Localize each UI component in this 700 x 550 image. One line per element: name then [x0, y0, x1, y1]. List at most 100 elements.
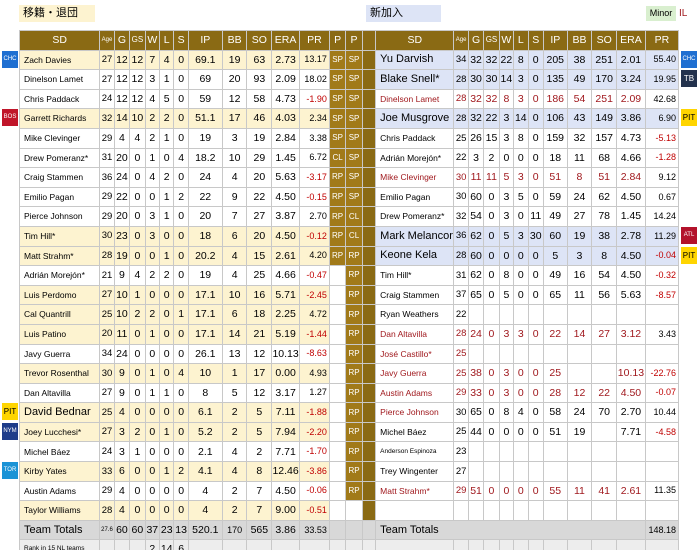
rank-cell	[527, 539, 544, 550]
left-name-cell: Dinelson Lamet	[18, 69, 101, 90]
left-name-cell: Chris Paddack	[18, 88, 101, 110]
left-age-cell: 31	[99, 147, 115, 169]
left-pr-cell: -8.63	[298, 343, 330, 365]
right-pr-cell: 14.24	[644, 206, 680, 227]
right-so-cell: 251	[591, 88, 618, 110]
table-row[interactable]: David Bednar 25 4 0 0 0 0 6.1 2 5 7.11 -1.88 RP Pierc…	[18, 402, 680, 423]
left-gs-cell: 0	[129, 480, 146, 502]
right-name-cell	[375, 500, 455, 521]
left-age-cell: 30	[99, 225, 115, 247]
left-g-cell: 9	[113, 363, 131, 384]
left-ip-cell: 20	[187, 206, 223, 227]
right-so-cell: 22	[591, 382, 618, 404]
left-so-cell: 19	[246, 127, 273, 149]
table-row[interactable]: Michel Báez 24 3 1 0 0 0 2.1 4 2 7.71 -1.70 RP Anders…	[18, 441, 680, 463]
right-l-cell: 0	[513, 480, 529, 502]
left-position-cell: SP	[328, 127, 347, 149]
left-pr-cell: 4.20	[298, 245, 330, 267]
left-bb-cell: 9	[221, 186, 248, 208]
table-row[interactable]: Kirby Yates 33 6 0 0 1 2 4.1 4 8 12.46 -3.86 RP Trey …	[18, 461, 680, 482]
right-ip-cell	[542, 500, 568, 521]
left-g-cell: 10	[113, 304, 131, 325]
right-era-cell: 3.86	[616, 108, 646, 129]
left-s-cell: 0	[173, 480, 189, 502]
left-ip-cell: 19	[187, 265, 223, 286]
left-ip-cell: 5.2	[187, 421, 223, 443]
table-row[interactable]: Javy Guerra 34 24 0 0 0 0 26.1 13 12 10.13 -8.63 RP J…	[18, 343, 680, 365]
table-row[interactable]: Taylor Williams 28 4 0 0 0 0 4 2 7 9.00 -0.51	[18, 500, 680, 521]
table-row[interactable]: Pierce Johnson 29 20 0 3 1 0 20 7 27 3.87 2.70 RP CL D…	[18, 206, 680, 227]
right-gs-cell: 30	[483, 69, 500, 90]
right-ip-cell: 65	[542, 284, 568, 306]
left-w-cell: 1	[144, 147, 161, 169]
left-age-cell: 25	[99, 304, 115, 325]
rank-label: Rank in 15 NL teams	[18, 539, 101, 550]
left-age-cell: 27	[99, 49, 115, 71]
table-row[interactable]: Matt Strahm* 28 19 0 0 1 0 20.2 4 15 2.61 4.20 RP RP K…	[18, 245, 680, 267]
table-row[interactable]: Mike Clevinger 29 4 4 2 1 0 19 3 19 2.84 3.38 SP SP Ch…	[18, 127, 680, 149]
table-row[interactable]: Joey Lucchesi* 27 3 2 0 1 0 5.2 2 5 7.94 -2.20 RP Mic…	[18, 421, 680, 443]
left-g-cell: 9	[113, 382, 131, 404]
table-row[interactable]: Luis Patino 20 11 0 1 0 0 17.1 14 21 5.19 -1.44 RP Da…	[18, 323, 680, 345]
table-row[interactable]: Cal Quantrill 25 10 2 2 0 1 17.1 6 18 2.25 4.72 RP Ry…	[18, 304, 680, 325]
table-row[interactable]: Drew Pomeranz* 31 20 0 1 0 4 18.2 10 29 1.45 6.72 CL…	[18, 147, 680, 169]
column-separator	[361, 186, 377, 208]
right-pr-cell	[644, 343, 680, 365]
right-ip-cell: 55	[542, 480, 568, 502]
left-age-cell: 27	[99, 421, 115, 443]
right-w-cell: 5	[498, 167, 515, 188]
right-s-cell: 0	[527, 284, 544, 306]
table-row[interactable]: Emilio Pagan 29 22 0 0 1 2 22 9 22 4.50 -0.15 RP SP Em…	[18, 186, 680, 208]
right-era-cell	[616, 500, 646, 521]
right-name-cell: Trey Wingenter	[375, 461, 455, 482]
right-so-cell	[591, 421, 618, 443]
right-l-cell: 8	[513, 127, 529, 149]
table-row[interactable]: Adrián Morejón* 21 9 4 2 2 0 19 4 25 4.66 -0.47 RP Ti…	[18, 265, 680, 286]
right-pr-cell: -0.07	[644, 382, 680, 404]
total-gs-cell: 60	[129, 519, 146, 541]
left-name-cell: Tim Hill*	[18, 225, 101, 247]
left-position-cell	[328, 480, 347, 502]
right-g-cell: 38	[467, 363, 485, 384]
table-row[interactable]: Zach Davies 27 12 12 7 4 0 69.1 19 63 2.73 13.17 SP S…	[18, 49, 680, 71]
left-l-cell: 1	[158, 421, 175, 443]
left-era-cell: 3.17	[271, 382, 300, 404]
rank-cell	[129, 539, 146, 550]
column-separator	[361, 539, 377, 550]
left-so-cell: 46	[246, 108, 273, 129]
table-row[interactable]: Garrett Richards 32 14 10 2 2 0 51.1 17 46 4.03 2.3…	[18, 108, 680, 129]
right-age-cell: 25	[453, 421, 469, 443]
table-row[interactable]: Dan Altavilla 27 9 0 1 1 0 8 5 12 3.17 1.27 RP Austin…	[18, 382, 680, 404]
right-position-cell: SP	[345, 108, 363, 129]
table-row[interactable]: Dinelson Lamet 27 12 12 3 1 0 69 20 93 2.09 18.02 SP…	[18, 69, 680, 90]
col-g-right: G	[467, 30, 485, 51]
right-era-cell: 4.66	[616, 147, 646, 169]
left-g-cell: 24	[113, 343, 131, 365]
table-row[interactable]: Chris Paddack 24 12 12 4 5 0 59 12 58 4.73 -1.90 SP S…	[18, 88, 680, 110]
table-row[interactable]: Luis Perdomo 27 10 1 0 0 0 17.1 10 16 5.71 -2.45 RP C…	[18, 284, 680, 306]
right-w-cell: 3	[498, 206, 515, 227]
right-name-cell: Anderson Espinoza	[375, 441, 455, 463]
right-age-cell: 36	[453, 225, 469, 247]
left-w-cell: 0	[144, 186, 161, 208]
right-l-cell	[513, 500, 529, 521]
table-row[interactable]: Tim Hill* 30 23 0 3 0 0 18 6 20 4.50 -0.12 RP CL Mark …	[18, 225, 680, 247]
table-row[interactable]: Austin Adams 29 4 0 0 0 0 4 2 7 4.50 -0.06 RP Matt St…	[18, 480, 680, 502]
right-s-cell: 0	[527, 245, 544, 267]
right-g-cell	[467, 343, 485, 365]
right-ip-cell: 5	[542, 245, 568, 267]
table-row[interactable]: Craig Stammen 36 24 0 4 2 0 24 4 20 5.63 -3.17 RP SP M…	[18, 167, 680, 188]
right-age-cell: 29	[453, 480, 469, 502]
right-era-cell: 4.50	[616, 265, 646, 286]
col-era-right: ERA	[616, 30, 646, 51]
right-era-cell: 2.01	[616, 49, 646, 71]
column-separator	[361, 500, 377, 521]
table-row[interactable]: Trevor Rosenthal 30 9 0 1 0 4 10 1 17 0.00 4.93 RP Ja…	[18, 363, 680, 384]
left-g-cell: 3	[113, 421, 131, 443]
left-age-cell: 29	[99, 206, 115, 227]
right-name-cell: Yu Darvish	[375, 49, 455, 71]
right-pr-cell: 3.43	[644, 323, 680, 345]
left-age-cell: 27	[99, 284, 115, 306]
right-so-cell: 27	[591, 323, 618, 345]
right-age-cell: 30	[453, 402, 469, 423]
